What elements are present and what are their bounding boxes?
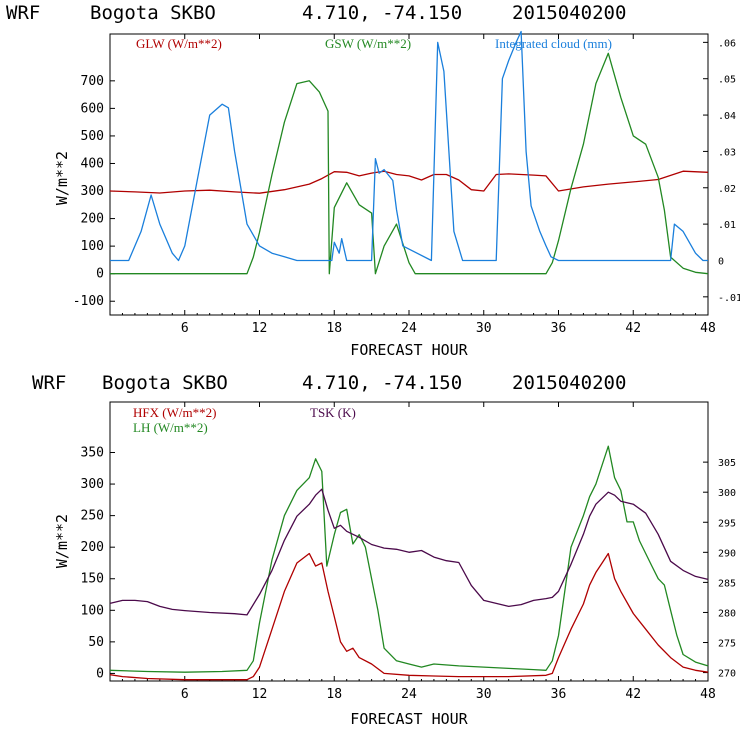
x-tick-label: 12 (252, 321, 268, 336)
y-tick-label: 0 (96, 267, 104, 282)
series-line-glw (109, 170, 709, 194)
x-axis-ticks: 6 12 18 24 30 36 42 48 (121, 402, 716, 702)
y-tick-label: 100 (81, 603, 104, 618)
x-tick-label: 6 (181, 687, 189, 702)
y-tick-label: 700 (81, 74, 104, 89)
y2-tick-label: 295 (718, 518, 736, 529)
y-tick-label: 200 (81, 212, 104, 227)
x-tick-label: 30 (476, 687, 492, 702)
series-line-hfx (109, 552, 709, 681)
x-tick-label: 36 (551, 687, 567, 702)
legend-gsw: GSW (W/m**2) (325, 36, 411, 51)
y-tick-label: 0 (96, 666, 104, 681)
x-tick-label: 24 (401, 687, 417, 702)
x-tick-label: 18 (326, 321, 342, 336)
y-tick-label: 600 (81, 101, 104, 116)
legend-lh: LH (W/m**2) (133, 420, 208, 435)
y-tick-label: 250 (81, 509, 104, 524)
y2-tick-label: .02 (718, 184, 736, 195)
y-tick-label: 300 (81, 477, 104, 492)
y-tick-label: 350 (81, 445, 104, 460)
y2-tick-label: .04 (718, 111, 736, 122)
x-tick-label: 42 (625, 687, 641, 702)
x-tick-label: 6 (181, 321, 189, 336)
y-tick-label: 200 (81, 540, 104, 555)
legend-cloud: Integrated cloud (mm) (495, 36, 612, 51)
plot-frame (109, 401, 709, 682)
y-tick-label: 50 (88, 635, 104, 650)
y2-tick-label: 0 (718, 256, 724, 267)
header-date: 2015040200 (512, 2, 626, 24)
series-line-gsw (110, 52, 709, 275)
series-line-lh (109, 445, 709, 673)
header-model: WRF (6, 2, 40, 24)
y-tick-label: 150 (81, 572, 104, 587)
y-tick-label: 500 (81, 129, 104, 144)
x-tick-label: 24 (401, 321, 417, 336)
y-axis-ticks: 0 50 100 150 200 250 300 350 (81, 445, 115, 681)
y2-tick-label: 305 (718, 458, 736, 469)
y-tick-label: -100 (73, 294, 104, 309)
panel-bottom: WRF Bogota SKBO 4.710, -74.150 201504020… (32, 372, 736, 728)
y2-tick-label: .05 (718, 75, 736, 86)
legend-glw: GLW (W/m**2) (136, 36, 222, 51)
y-axis-ticks: -100 0 100 200 300 400 500 600 700 (73, 74, 115, 309)
header-model: WRF (32, 372, 66, 394)
header-station: Bogota SKBO (102, 372, 228, 394)
x-tick-label: 30 (476, 321, 492, 336)
x-tick-label: 12 (252, 687, 268, 702)
y2-axis-ticks: 270 275 280 285 290 295 300 305 (703, 458, 736, 680)
legend-tsk: TSK (K) (310, 405, 356, 420)
x-axis-label: FORECAST HOUR (350, 341, 468, 359)
x-tick-label: 18 (326, 687, 342, 702)
x-tick-label: 36 (551, 321, 567, 336)
x-axis-label: FORECAST HOUR (350, 710, 468, 728)
y2-tick-label: .01 (718, 220, 736, 231)
y2-tick-label: 300 (718, 488, 736, 499)
y2-tick-label: 270 (718, 669, 736, 680)
x-tick-label: 48 (700, 321, 716, 336)
header-coords: 4.710, -74.150 (302, 372, 462, 394)
y2-tick-label: .06 (718, 38, 736, 49)
header-station: Bogota SKBO (90, 2, 216, 24)
y2-axis-ticks: -.01 0 .01 .02 .03 .04 .05 .06 (703, 38, 740, 304)
y2-tick-label: 280 (718, 608, 736, 619)
x-axis-ticks: 6 12 18 24 30 36 42 48 (121, 34, 716, 336)
y2-tick-label: 285 (718, 578, 736, 589)
plot-frame (109, 33, 709, 316)
x-tick-label: 48 (700, 687, 716, 702)
series-group (109, 30, 709, 275)
legend-hfx: HFX (W/m**2) (133, 405, 216, 420)
panel-top: WRF Bogota SKBO 4.710, -74.150 201504020… (6, 2, 740, 359)
series-line-tsk (109, 488, 709, 616)
x-tick-label: 42 (625, 321, 641, 336)
y2-tick-label: -.01 (718, 293, 740, 304)
y-tick-label: 100 (81, 239, 104, 254)
series-group (109, 445, 709, 681)
header-date: 2015040200 (512, 372, 626, 394)
y2-tick-label: 275 (718, 639, 736, 650)
series-line-integrated (110, 30, 708, 262)
y-axis-label: W/m**2 (53, 151, 71, 205)
y-axis-label: W/m**2 (53, 514, 71, 568)
header-coords: 4.710, -74.150 (302, 2, 462, 24)
y2-tick-label: 290 (718, 548, 736, 559)
y2-tick-label: .03 (718, 147, 736, 158)
y-tick-label: 400 (81, 156, 104, 171)
y-tick-label: 300 (81, 184, 104, 199)
